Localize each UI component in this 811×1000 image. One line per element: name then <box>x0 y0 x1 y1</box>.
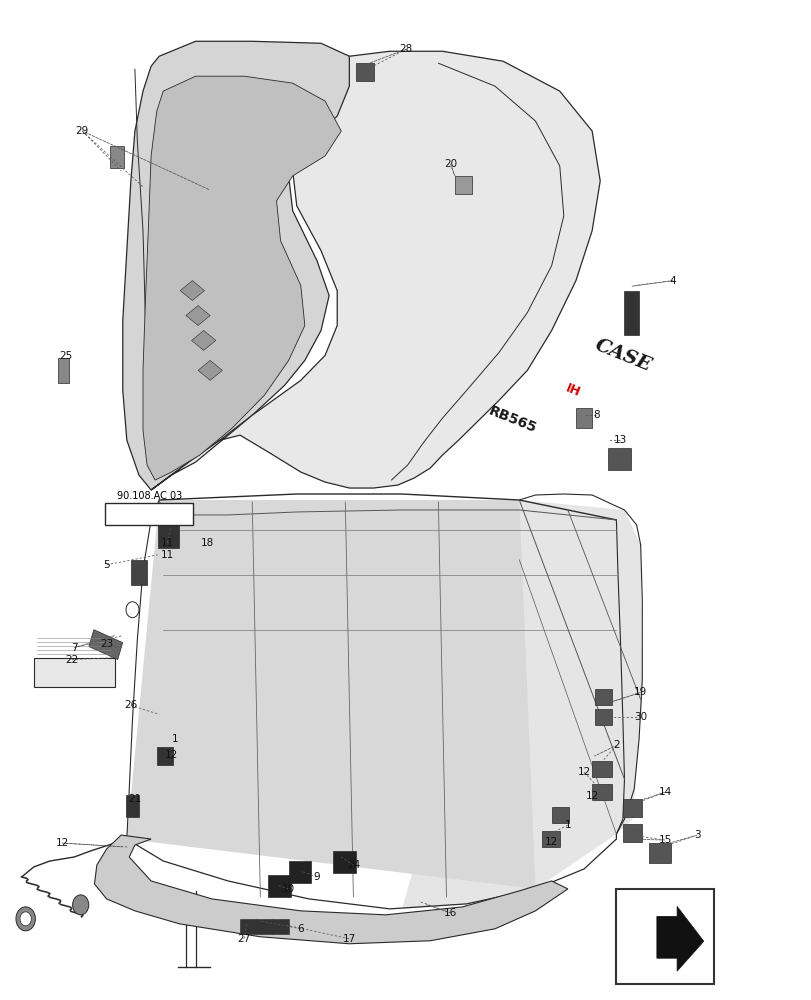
Text: 19: 19 <box>633 687 646 697</box>
Polygon shape <box>401 500 642 909</box>
Bar <box>541 831 559 847</box>
Text: 14: 14 <box>658 787 671 797</box>
Text: 15: 15 <box>658 835 671 845</box>
Bar <box>594 689 611 705</box>
Circle shape <box>126 602 139 618</box>
Text: IH: IH <box>563 381 581 399</box>
Bar <box>272 919 288 934</box>
Text: 90.108.AC 03: 90.108.AC 03 <box>117 491 182 501</box>
Bar <box>126 795 139 817</box>
Text: 26: 26 <box>124 700 137 710</box>
Text: 29: 29 <box>75 126 89 136</box>
Bar <box>240 919 256 934</box>
Text: 30: 30 <box>633 712 646 722</box>
Text: 25: 25 <box>59 351 73 361</box>
Bar <box>607 448 630 470</box>
FancyBboxPatch shape <box>105 503 193 525</box>
Polygon shape <box>94 835 567 944</box>
Polygon shape <box>151 51 599 490</box>
Text: 18: 18 <box>201 538 214 548</box>
Bar <box>551 807 569 823</box>
Bar <box>288 861 311 883</box>
Polygon shape <box>122 41 357 490</box>
Bar <box>622 799 642 817</box>
Text: 28: 28 <box>399 44 412 54</box>
Bar <box>616 889 713 984</box>
Text: 2: 2 <box>612 740 619 750</box>
Polygon shape <box>127 500 534 889</box>
Bar <box>131 560 147 585</box>
Bar <box>454 176 472 194</box>
Text: CASE: CASE <box>591 336 654 375</box>
Text: 13: 13 <box>613 435 626 445</box>
Text: 16: 16 <box>444 908 457 918</box>
Text: 1: 1 <box>564 820 570 830</box>
Text: 12: 12 <box>585 791 598 801</box>
Text: 5: 5 <box>103 560 109 570</box>
Text: 23: 23 <box>100 639 113 649</box>
Text: 3: 3 <box>693 830 700 840</box>
Text: 27: 27 <box>238 934 251 944</box>
Text: 12: 12 <box>55 838 69 848</box>
Bar <box>157 524 178 548</box>
Circle shape <box>20 912 32 926</box>
Text: 9: 9 <box>313 872 320 882</box>
Polygon shape <box>191 330 216 350</box>
Text: 12: 12 <box>165 750 178 760</box>
Text: 10: 10 <box>281 884 295 894</box>
Text: 12: 12 <box>577 767 590 777</box>
Bar <box>109 146 124 168</box>
Polygon shape <box>186 306 210 325</box>
Circle shape <box>16 907 36 931</box>
Polygon shape <box>656 906 703 971</box>
Bar <box>34 658 114 687</box>
Circle shape <box>72 895 88 915</box>
Bar <box>157 747 173 765</box>
Polygon shape <box>198 360 222 380</box>
Text: 24: 24 <box>346 860 359 870</box>
Text: RB565: RB565 <box>487 404 539 436</box>
Bar <box>591 784 611 800</box>
Text: 20: 20 <box>444 159 457 169</box>
Text: 6: 6 <box>297 924 304 934</box>
Polygon shape <box>143 76 341 480</box>
Text: 21: 21 <box>128 794 141 804</box>
Bar <box>591 761 611 777</box>
Bar <box>648 843 671 863</box>
Bar <box>355 63 373 81</box>
Bar <box>575 408 591 428</box>
Text: 12: 12 <box>544 837 558 847</box>
Text: 8: 8 <box>592 410 599 420</box>
Bar <box>622 824 642 842</box>
Polygon shape <box>180 281 204 301</box>
Text: 7: 7 <box>71 643 77 653</box>
Bar <box>256 919 272 934</box>
Text: 22: 22 <box>65 655 79 665</box>
Text: 1: 1 <box>172 734 178 744</box>
Bar <box>88 630 122 660</box>
Bar <box>58 358 69 383</box>
Bar <box>333 851 355 873</box>
Text: 17: 17 <box>342 934 355 944</box>
Text: 11: 11 <box>161 550 174 560</box>
Bar <box>268 875 290 897</box>
Bar <box>594 709 611 725</box>
Text: 11: 11 <box>161 538 174 548</box>
Text: 4: 4 <box>669 276 676 286</box>
Bar <box>624 291 638 335</box>
